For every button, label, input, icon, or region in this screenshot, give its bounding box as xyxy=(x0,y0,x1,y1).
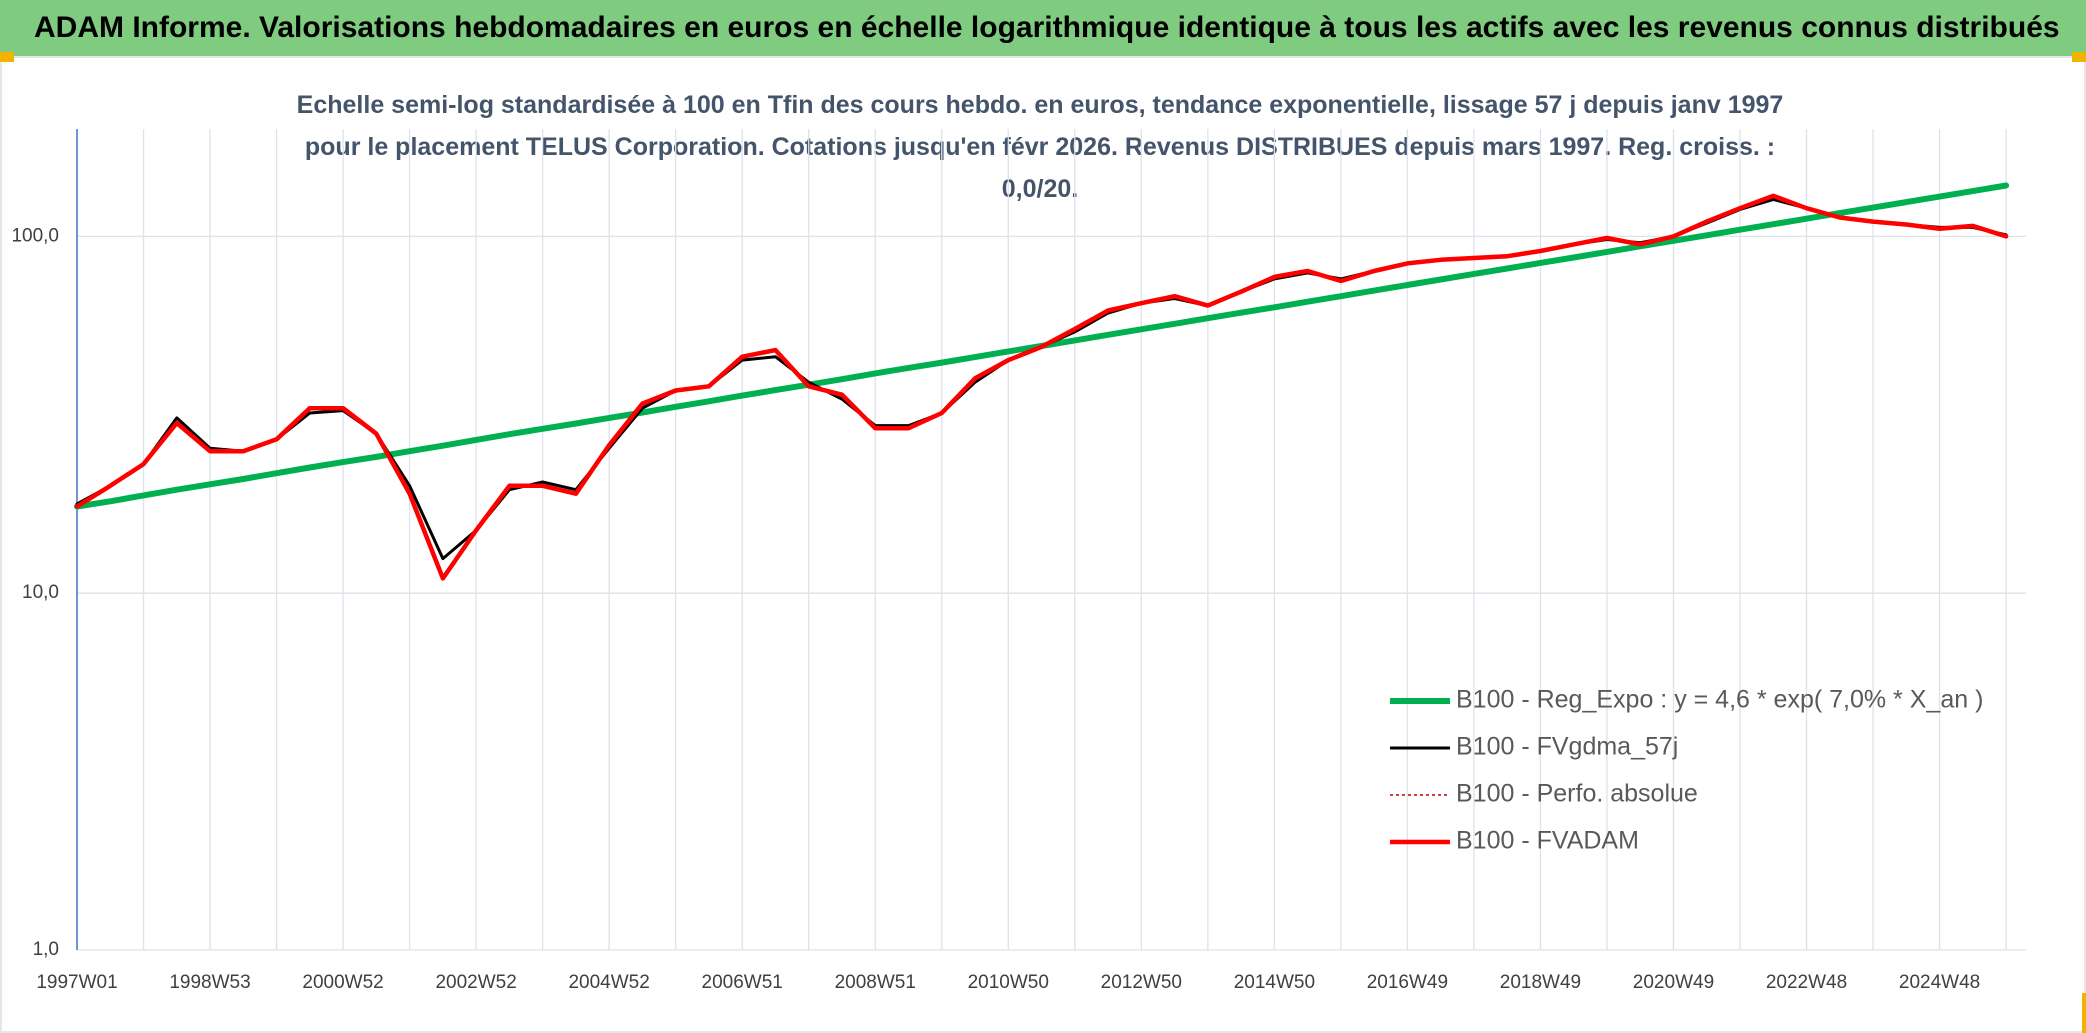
corner xyxy=(0,52,14,62)
x-tick-label: 2006W51 xyxy=(702,972,783,993)
x-tick-label: 2024W48 xyxy=(1899,972,1980,993)
x-tick-label: 2000W52 xyxy=(302,972,383,993)
series-line xyxy=(74,193,2009,581)
legend-label: B100 - FVgdma_57j xyxy=(1456,733,1678,761)
chart-subtitle: Echelle semi-log standardisée à 100 en T… xyxy=(296,91,1784,203)
x-tick-label: 2014W50 xyxy=(1234,972,1315,993)
x-tick-label: 1997W01 xyxy=(36,972,117,993)
x-tick-label: 2002W52 xyxy=(435,972,516,993)
legend-label: B100 - FVADAM xyxy=(1456,827,1639,855)
x-tick-label: 1998W53 xyxy=(169,972,250,993)
x-tick-label: 2018W49 xyxy=(1500,972,1581,993)
chart-title: ADAM Informe. Valorisations hebdomadaire… xyxy=(0,0,2086,56)
corner xyxy=(2082,993,2086,1033)
x-tick-label: 2012W50 xyxy=(1101,972,1182,993)
y-tick-label: 100,0 xyxy=(11,225,59,246)
series-line xyxy=(76,195,2007,580)
legend-label: B100 - Reg_Expo : y = 4,6 * exp( 7,0% * … xyxy=(1456,686,1983,714)
x-tick-label: 2016W49 xyxy=(1367,972,1448,993)
corner xyxy=(2072,52,2086,62)
legend-label: B100 - Perfo. absolue xyxy=(1456,780,1698,808)
x-tick-label: 2010W50 xyxy=(968,972,1049,993)
x-tick-label: 2020W49 xyxy=(1633,972,1714,993)
series-line xyxy=(75,197,2008,561)
y-tick-label: 10,0 xyxy=(22,582,59,603)
y-tick-label: 1,0 xyxy=(33,939,59,960)
x-tick-label: 2022W48 xyxy=(1766,972,1847,993)
x-tick-label: 2004W52 xyxy=(568,972,649,993)
chart-frame xyxy=(0,56,2086,1033)
x-tick-label: 2008W51 xyxy=(835,972,916,993)
